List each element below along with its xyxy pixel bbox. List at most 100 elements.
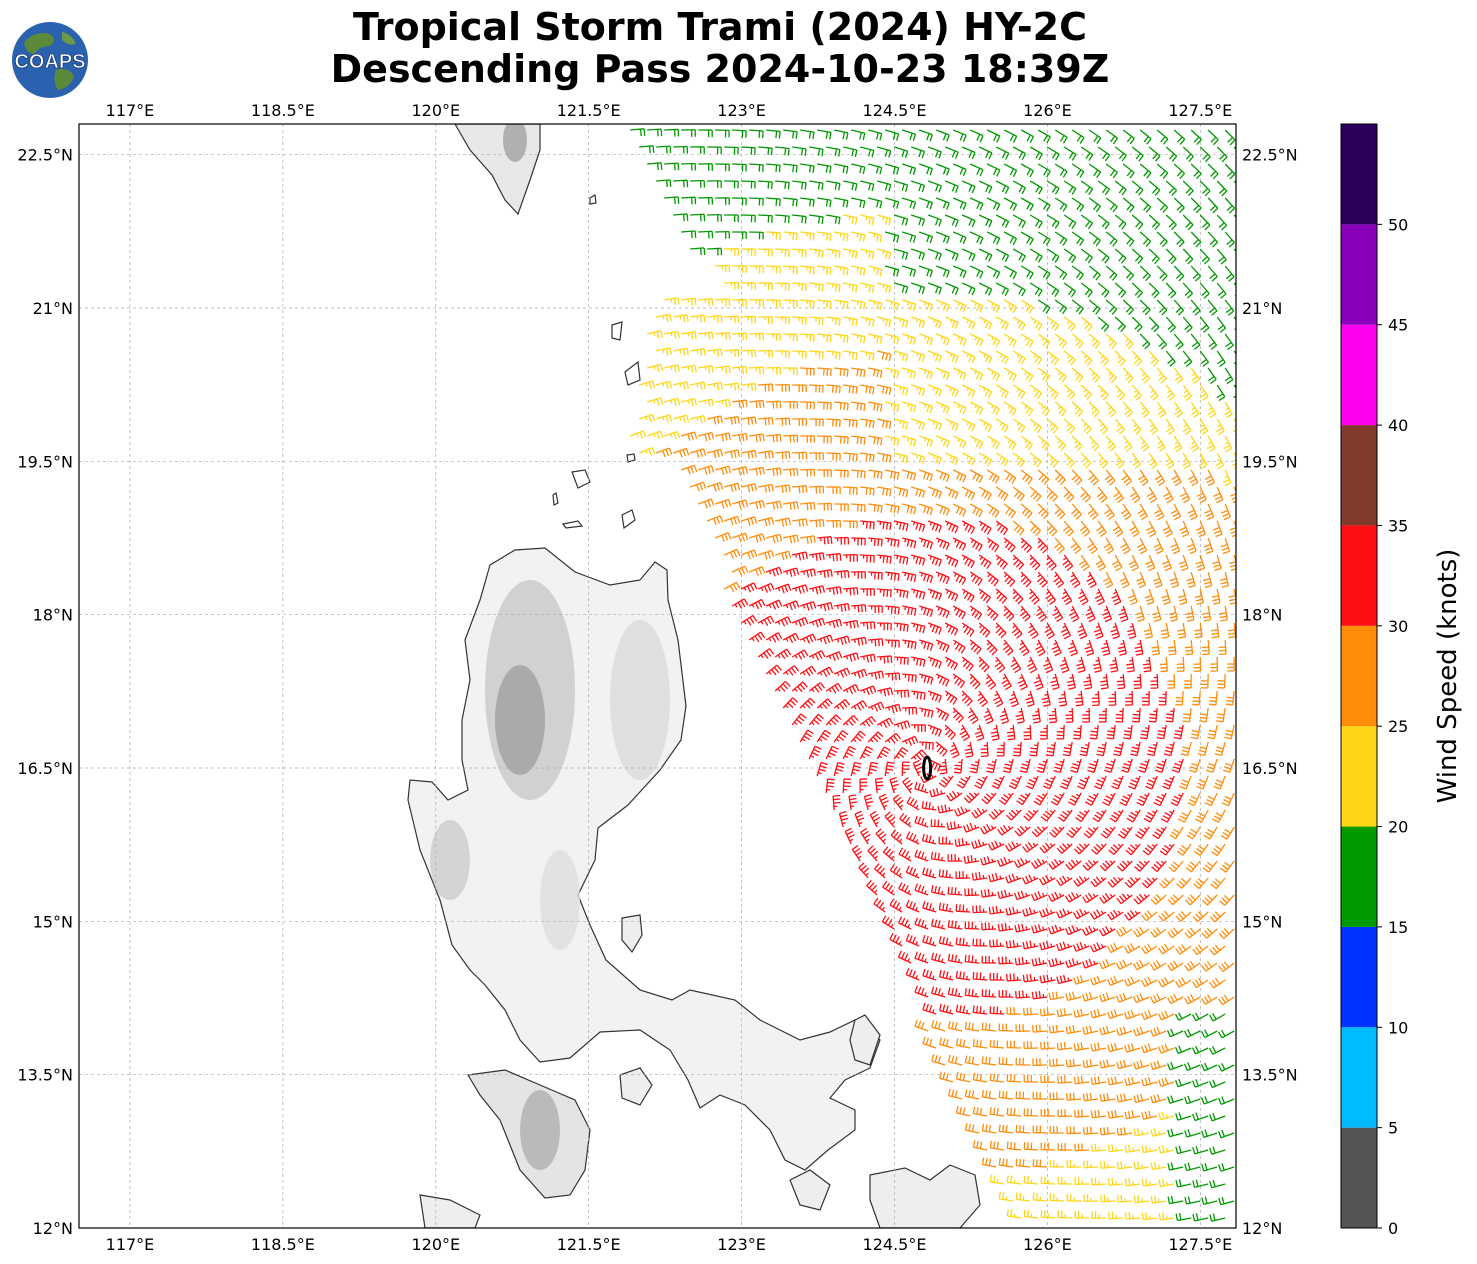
wind-barb bbox=[758, 180, 773, 190]
wind-barb bbox=[1173, 435, 1183, 453]
wind-barb-field bbox=[629, 128, 1236, 1222]
wind-barb bbox=[1046, 350, 1060, 366]
wind-barb bbox=[978, 486, 992, 501]
wind-barb bbox=[860, 282, 875, 293]
wind-barb bbox=[1037, 367, 1051, 383]
wind-barb bbox=[978, 452, 992, 467]
wind-barb bbox=[656, 347, 673, 356]
wind-barb bbox=[1206, 435, 1216, 453]
wind-barb bbox=[978, 248, 993, 262]
wind-barb bbox=[749, 332, 765, 341]
wind-barb bbox=[1054, 469, 1066, 486]
wind-barb bbox=[1012, 146, 1027, 161]
wind-barb bbox=[1139, 333, 1151, 350]
colorbar-bin bbox=[1341, 324, 1377, 426]
wind-barb bbox=[826, 384, 841, 394]
wind-barb bbox=[877, 180, 892, 192]
wind-barb bbox=[927, 180, 942, 193]
wind-barb bbox=[783, 333, 798, 342]
wind-barb bbox=[1216, 282, 1227, 299]
wind-barb bbox=[1080, 146, 1094, 161]
wind-barb bbox=[1012, 452, 1026, 468]
wind-barb bbox=[1207, 231, 1219, 248]
wind-barb bbox=[1003, 197, 1018, 212]
wind-barb bbox=[749, 129, 764, 139]
wind-barb bbox=[1037, 163, 1051, 178]
wind-barb bbox=[944, 146, 959, 159]
wind-barb bbox=[1071, 469, 1083, 486]
lat-label-right: 16.5°N bbox=[1242, 759, 1298, 778]
wind-barb bbox=[995, 452, 1009, 467]
wind-barb bbox=[1020, 231, 1034, 246]
wind-barb bbox=[1097, 214, 1110, 230]
lat-label-right: 13.5°N bbox=[1242, 1066, 1298, 1085]
wind-barb bbox=[1037, 197, 1051, 212]
wind-barb bbox=[809, 146, 824, 157]
wind-barb bbox=[680, 431, 698, 441]
wind-barb bbox=[834, 469, 849, 478]
wind-barb bbox=[766, 197, 781, 207]
colorbar-tick-label: 45 bbox=[1388, 316, 1408, 335]
wind-barb bbox=[1207, 129, 1219, 146]
wind-barb bbox=[775, 450, 791, 460]
wind-barb bbox=[1105, 401, 1117, 418]
wind-barb bbox=[800, 197, 815, 207]
wind-barb bbox=[775, 350, 790, 359]
lon-label-top: 118.5°E bbox=[251, 101, 315, 120]
wind-barb bbox=[1204, 469, 1216, 487]
wind-barb bbox=[681, 297, 697, 306]
wind-barb bbox=[741, 349, 757, 358]
wind-barb bbox=[986, 401, 1000, 416]
wind-barb bbox=[1029, 316, 1043, 331]
colorbar-tick-label: 5 bbox=[1388, 1119, 1398, 1138]
wind-barb bbox=[1131, 214, 1144, 230]
wind-barb bbox=[1037, 231, 1051, 246]
wind-barb bbox=[1199, 248, 1211, 265]
wind-barb bbox=[826, 452, 841, 461]
wind-barb bbox=[1156, 231, 1168, 248]
wind-barb bbox=[1037, 469, 1050, 485]
wind-barb bbox=[690, 213, 706, 222]
wind-barb bbox=[1131, 452, 1142, 469]
wind-barb bbox=[1114, 452, 1125, 469]
wind-barb bbox=[1054, 197, 1068, 212]
wind-barb bbox=[1216, 384, 1226, 402]
wind-barb bbox=[826, 214, 841, 225]
wind-barb bbox=[843, 180, 858, 191]
wind-barb bbox=[1003, 435, 1017, 450]
wind-speed-colorbar: 0 5 10 15 20 25 30 35 40 45 50 bbox=[1340, 123, 1408, 1238]
wind-barb bbox=[969, 299, 984, 313]
wind-barb bbox=[1088, 231, 1101, 247]
wind-barb bbox=[690, 348, 706, 357]
wind-barb bbox=[1071, 367, 1084, 383]
wind-barb bbox=[741, 382, 757, 391]
wind-barb bbox=[1063, 282, 1077, 298]
wind-barb bbox=[1154, 469, 1166, 487]
wind-barb bbox=[1131, 146, 1144, 162]
wind-barb bbox=[1182, 316, 1193, 333]
wind-barb bbox=[1139, 231, 1152, 247]
wind-barb bbox=[1105, 197, 1118, 213]
wind-barb bbox=[961, 282, 976, 296]
wind-barb bbox=[1131, 384, 1142, 401]
wind-barb bbox=[766, 299, 781, 308]
wind-barb bbox=[715, 432, 731, 442]
wind-barb bbox=[1139, 265, 1151, 282]
wind-barb bbox=[783, 501, 799, 510]
wind-barb bbox=[1054, 231, 1068, 246]
wind-barb bbox=[1148, 452, 1158, 470]
wind-barb bbox=[877, 418, 892, 429]
wind-barb bbox=[1097, 282, 1110, 298]
wind-barb bbox=[995, 316, 1010, 331]
wind-barb bbox=[918, 401, 934, 414]
lon-label-bottom: 120°E bbox=[411, 1235, 460, 1254]
wind-barb bbox=[868, 231, 883, 243]
wind-barb bbox=[1165, 180, 1178, 197]
wind-barb bbox=[961, 248, 976, 262]
wind-barb bbox=[843, 486, 858, 495]
wind-barb bbox=[1173, 299, 1185, 316]
wind-barb bbox=[775, 282, 790, 291]
wind-barb bbox=[952, 129, 967, 143]
wind-barb bbox=[664, 364, 681, 373]
wind-barb bbox=[910, 146, 926, 159]
